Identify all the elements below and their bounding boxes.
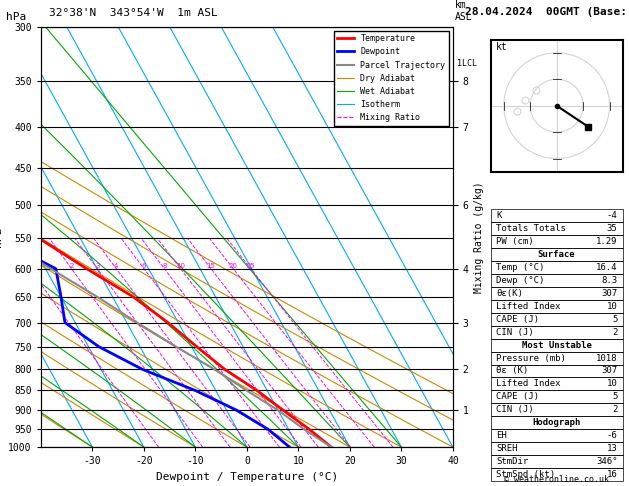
Text: CIN (J): CIN (J) xyxy=(496,405,533,415)
Text: 346°: 346° xyxy=(596,457,618,466)
Text: Surface: Surface xyxy=(538,250,576,259)
Text: θε (K): θε (K) xyxy=(496,366,528,376)
Text: 28.04.2024  00GMT (Base: 00): 28.04.2024 00GMT (Base: 00) xyxy=(465,7,629,17)
Text: 5: 5 xyxy=(612,314,618,324)
Text: EH: EH xyxy=(496,431,506,440)
Text: CAPE (J): CAPE (J) xyxy=(496,314,539,324)
Text: 25: 25 xyxy=(247,263,255,269)
Text: 16: 16 xyxy=(607,470,618,479)
Text: km
ASL: km ASL xyxy=(455,0,472,22)
Text: K: K xyxy=(496,211,501,220)
Text: kt: kt xyxy=(496,42,508,52)
Text: 2: 2 xyxy=(69,263,74,269)
Text: Lifted Index: Lifted Index xyxy=(496,302,560,311)
Text: PW (cm): PW (cm) xyxy=(496,237,533,246)
Text: 10: 10 xyxy=(607,302,618,311)
Legend: Temperature, Dewpoint, Parcel Trajectory, Dry Adiabat, Wet Adiabat, Isotherm, Mi: Temperature, Dewpoint, Parcel Trajectory… xyxy=(334,31,448,125)
Text: 3: 3 xyxy=(95,263,99,269)
Text: hPa: hPa xyxy=(6,12,26,22)
Text: 20: 20 xyxy=(229,263,238,269)
Text: Lifted Index: Lifted Index xyxy=(496,380,560,388)
Text: 10: 10 xyxy=(607,380,618,388)
Text: Hodograph: Hodograph xyxy=(533,418,581,427)
Text: © weatheronline.co.uk: © weatheronline.co.uk xyxy=(504,474,609,484)
Text: -4: -4 xyxy=(607,211,618,220)
Text: 6: 6 xyxy=(142,263,147,269)
Text: 1.29: 1.29 xyxy=(596,237,618,246)
Text: StmDir: StmDir xyxy=(496,457,528,466)
Text: Pressure (mb): Pressure (mb) xyxy=(496,353,565,363)
X-axis label: Dewpoint / Temperature (°C): Dewpoint / Temperature (°C) xyxy=(156,472,338,482)
Text: 1018: 1018 xyxy=(596,353,618,363)
Text: 307: 307 xyxy=(601,366,618,376)
Y-axis label: Mixing Ratio (g/kg): Mixing Ratio (g/kg) xyxy=(474,181,484,293)
Text: 15: 15 xyxy=(206,263,215,269)
Text: CIN (J): CIN (J) xyxy=(496,328,533,337)
Text: 8.3: 8.3 xyxy=(601,276,618,285)
Text: 13: 13 xyxy=(607,444,618,453)
Text: Dewp (°C): Dewp (°C) xyxy=(496,276,544,285)
Text: 8: 8 xyxy=(162,263,167,269)
Text: Temp (°C): Temp (°C) xyxy=(496,263,544,272)
Text: Most Unstable: Most Unstable xyxy=(521,341,592,349)
Text: θε(K): θε(K) xyxy=(496,289,523,298)
Y-axis label: hPa: hPa xyxy=(0,227,3,247)
Text: 307: 307 xyxy=(601,289,618,298)
Text: 32°38'N  343°54'W  1m ASL: 32°38'N 343°54'W 1m ASL xyxy=(49,8,218,18)
Text: SREH: SREH xyxy=(496,444,518,453)
Text: -6: -6 xyxy=(607,431,618,440)
Text: 16.4: 16.4 xyxy=(596,263,618,272)
Text: 2: 2 xyxy=(612,328,618,337)
Text: 2: 2 xyxy=(612,405,618,415)
Text: 35: 35 xyxy=(607,224,618,233)
Text: CAPE (J): CAPE (J) xyxy=(496,392,539,401)
Text: 1LCL: 1LCL xyxy=(457,59,477,68)
Text: StmSpd (kt): StmSpd (kt) xyxy=(496,470,555,479)
Text: Totals Totals: Totals Totals xyxy=(496,224,565,233)
Text: 5: 5 xyxy=(612,392,618,401)
Text: 4: 4 xyxy=(114,263,118,269)
Text: 10: 10 xyxy=(176,263,185,269)
